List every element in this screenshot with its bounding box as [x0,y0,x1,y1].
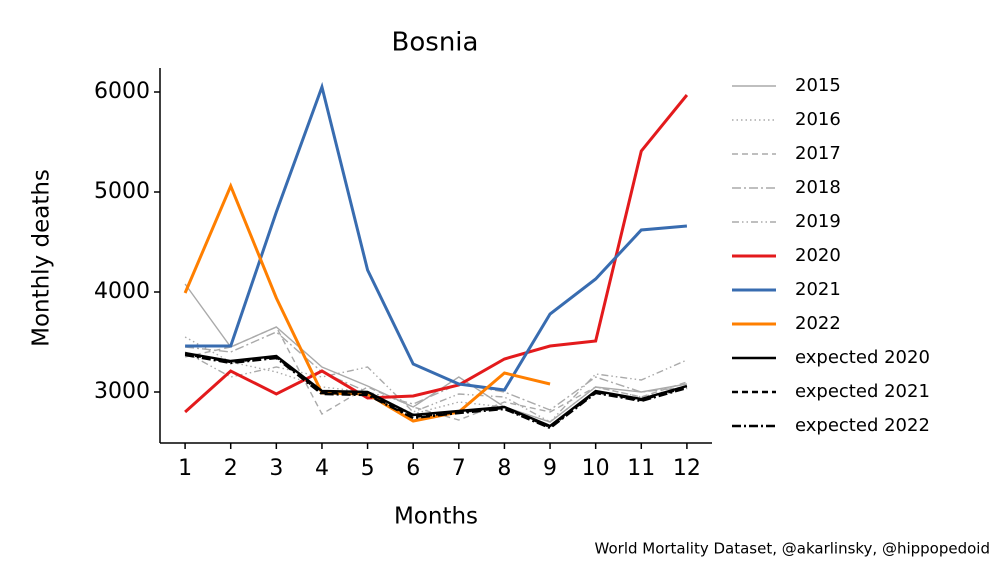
legend-label: expected 2021 [795,381,930,402]
legend-label: expected 2022 [795,415,930,436]
legend-label: expected 2020 [795,347,930,368]
line-series [185,81,688,392]
x-tick-label: 2 [224,456,238,481]
x-tick-label: 4 [315,456,329,481]
line-series [184,352,688,429]
x-tick-label: 11 [627,456,655,481]
x-tick-label: 12 [673,456,701,481]
legend-label: 2019 [795,211,841,232]
legend-label: 2022 [795,313,841,334]
y-tick-label: 4000 [94,279,150,304]
x-tick-label: 1 [178,456,192,481]
x-tick-label: 9 [543,456,557,481]
x-axis-label: Months [394,504,478,530]
x-tick-label: 10 [582,456,610,481]
y-tick-label: 5000 [94,179,150,204]
legend-label: 2015 [795,75,841,96]
caption: World Mortality Dataset, @akarlinsky, @h… [595,540,990,558]
chart-title: Bosnia [392,28,479,58]
line-series [184,351,688,423]
y-tick-label: 3000 [94,379,150,404]
line-series [184,283,688,423]
legend-label: 2021 [795,279,841,300]
x-tick-label: 3 [269,456,283,481]
x-tick-label: 7 [452,456,466,481]
line-series [184,336,688,423]
line-series [185,331,687,411]
line-series [184,94,689,414]
legend-label: 2017 [795,143,841,164]
legend-label: 2020 [795,245,841,266]
legend-label: 2018 [795,177,841,198]
legend-label: 2016 [795,109,841,130]
x-tick-label: 6 [406,456,420,481]
y-tick-label: 6000 [94,79,150,104]
x-tick-label: 5 [361,456,375,481]
x-tick-label: 8 [497,456,511,481]
y-axis-label: Monthly deaths [29,169,55,347]
